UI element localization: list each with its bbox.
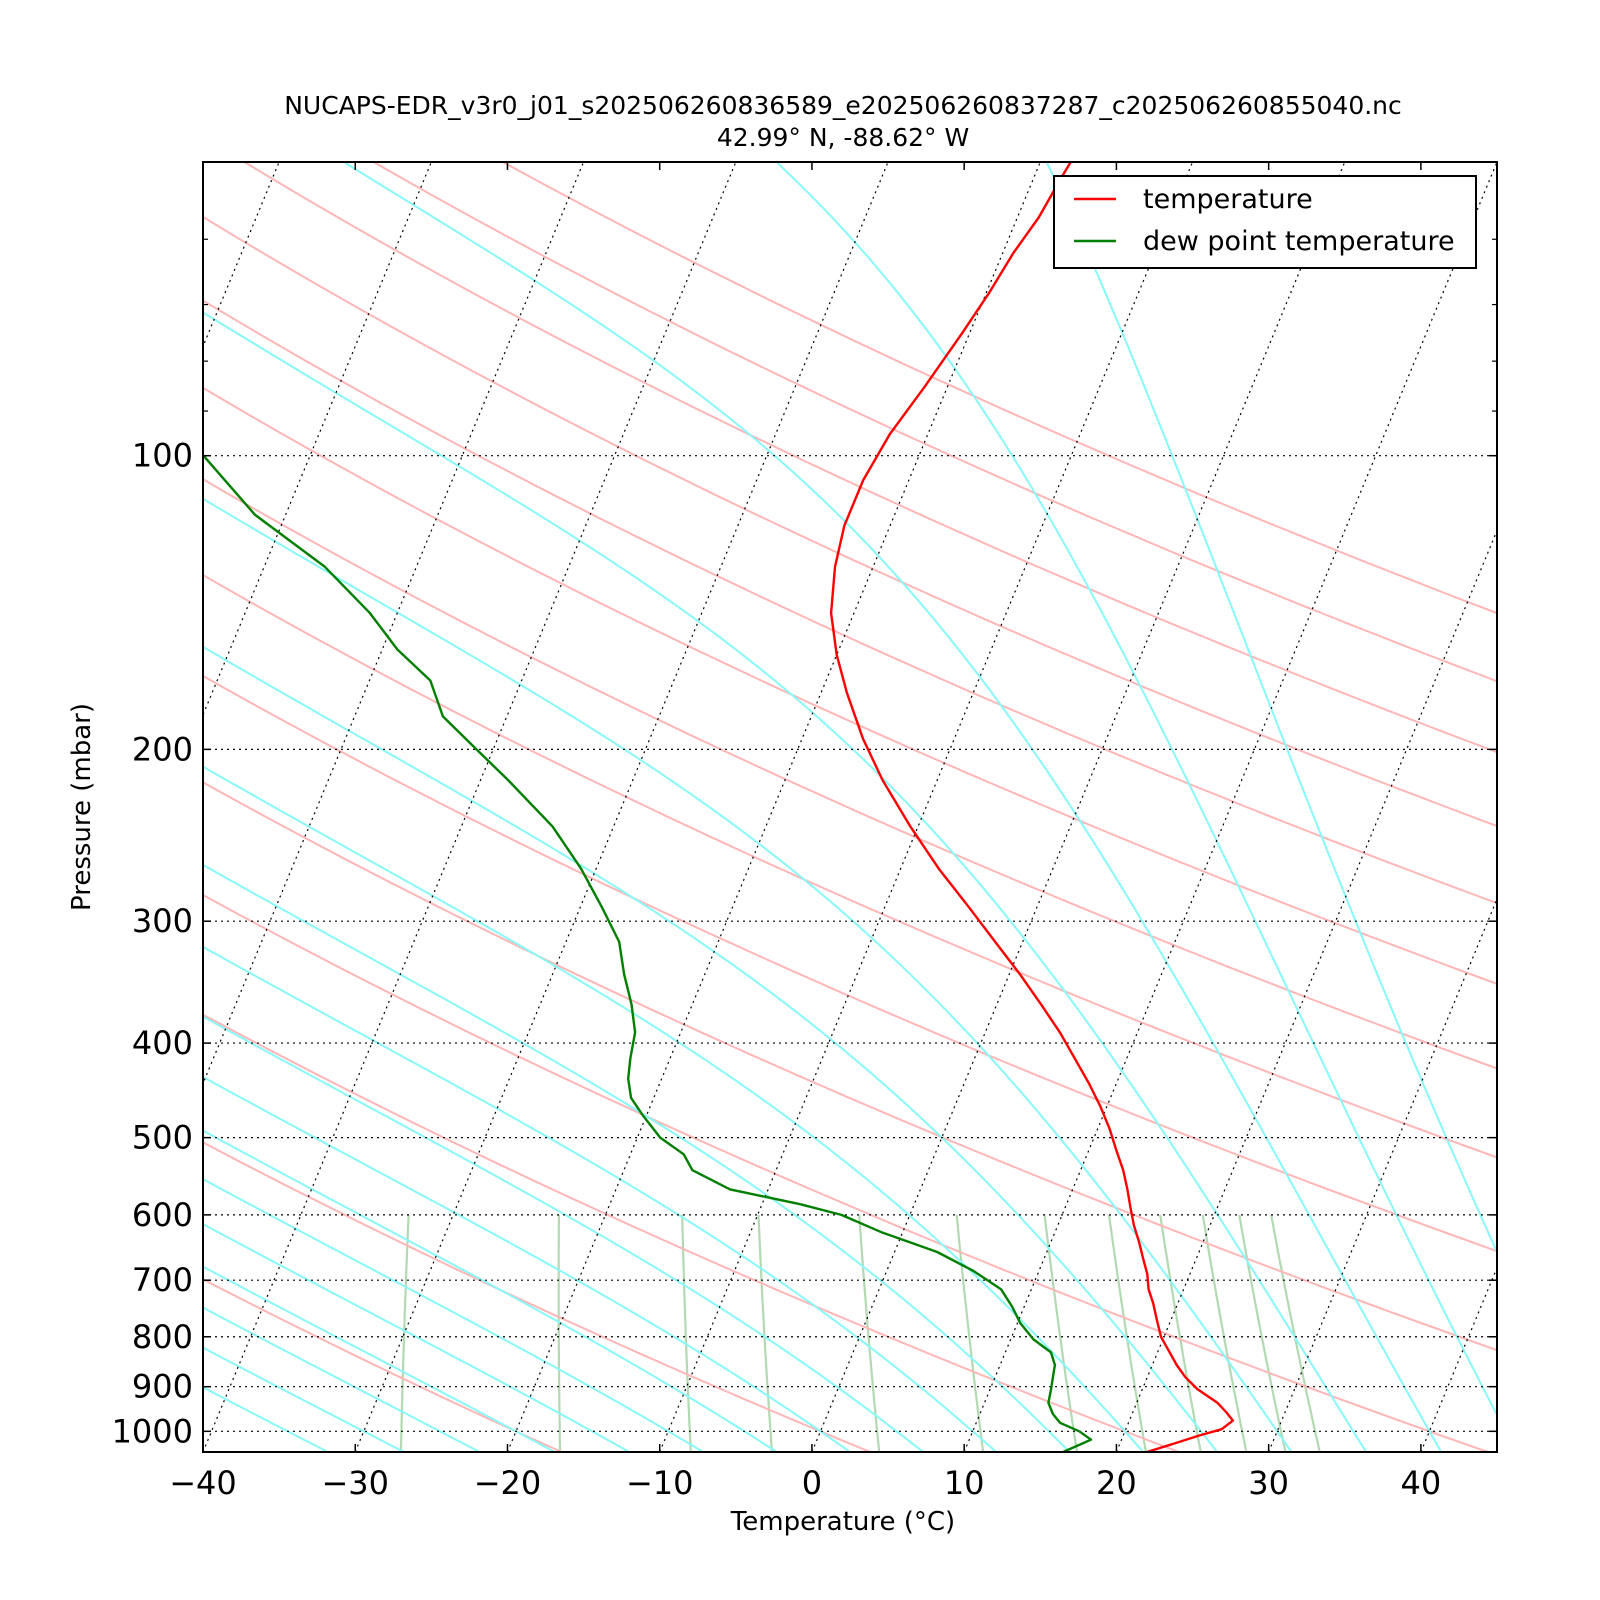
moist-adiabat-45 (775, 162, 1497, 1418)
moist-adiabat--5 (203, 1129, 778, 1452)
y-tick-label-200: 200 (132, 730, 193, 768)
moist-adiabat-5 (203, 1015, 924, 1452)
series-line-dewpoint (203, 453, 1093, 1452)
x-axis-label: Temperature (°C) (730, 1507, 955, 1537)
mixing-ratio-line-11 (1270, 1214, 1321, 1452)
dry-adiabat-240 (502, 162, 1497, 615)
x-tick-label-0: 0 (802, 1464, 822, 1502)
chart-title: NUCAPS-EDR_v3r0_j01_s202506260836589_e20… (284, 91, 1402, 120)
x-tick-label-10: 10 (944, 1464, 985, 1502)
y-axis-label: Pressure (mbar) (67, 703, 97, 911)
moist-adiabat-0 (203, 1075, 851, 1452)
mixing-ratio-line-4 (858, 1214, 881, 1452)
y-tick-label-1000: 1000 (112, 1412, 193, 1450)
dry-adiabat-200 (243, 162, 1497, 754)
mixing-ratio-line-1 (557, 1214, 562, 1452)
reference-lines (203, 162, 1497, 1452)
moist-adiabat--20 (203, 1265, 556, 1452)
dry-adiabat-60 (203, 781, 1497, 1352)
moist-adiabat-35 (203, 311, 1368, 1452)
dry-adiabat-80 (203, 674, 1497, 1253)
moist-adiabat--30 (203, 1346, 405, 1452)
moist-adiabat-50 (1045, 162, 1497, 1255)
dry-adiabat-0 (203, 1141, 871, 1452)
y-tick-label-700: 700 (132, 1261, 193, 1299)
x-tick-label--10: −10 (626, 1464, 694, 1502)
isotherm--80 (0, 162, 127, 1452)
mixing-ratio-line-7 (1107, 1214, 1148, 1452)
axis-ticks: −40 −30 −20 −10 0 10 20 30 40 100 200 300 400 500 600 7… (112, 161, 1497, 1502)
isotherm--40 (203, 162, 737, 1452)
isotherm--50 (203, 162, 585, 1086)
y-tick-label-900: 900 (132, 1368, 193, 1406)
moist-adiabat-10 (203, 945, 997, 1452)
isotherm--10 (659, 162, 1194, 1452)
mixing-ratio-line-6 (1043, 1214, 1079, 1452)
plot-frame (202, 161, 1498, 1453)
moist-adiabat--10 (203, 1177, 704, 1452)
data-series (203, 162, 1235, 1452)
dry-adiabat-140 (203, 386, 1497, 985)
mixing-ratio-line-3 (757, 1214, 773, 1452)
moist-adiabat-20 (203, 765, 1144, 1452)
mixing-ratio-line-8 (1159, 1214, 1202, 1452)
isotherm-10 (963, 162, 1497, 1452)
isotherm--20 (506, 162, 1041, 1452)
isotherm-50 (1573, 162, 1600, 1452)
y-tick-label-300: 300 (132, 902, 193, 940)
y-tick-label-400: 400 (132, 1024, 193, 1062)
x-tick-label--20: −20 (474, 1464, 542, 1502)
dry-adiabat-100 (203, 573, 1497, 1159)
isotherm--70 (203, 162, 280, 348)
x-tick-label-20: 20 (1096, 1464, 1137, 1502)
dry-adiabat-40 (203, 893, 1489, 1452)
y-tick-label-600: 600 (132, 1196, 193, 1234)
isotherm--60 (203, 162, 432, 717)
legend: temperature dew point temperature (1053, 175, 1477, 269)
dry-adiabat-160 (203, 299, 1497, 905)
y-tick-label-500: 500 (132, 1119, 193, 1157)
legend-label-temperature: temperature (1143, 184, 1313, 215)
isotherm-30 (1268, 897, 1497, 1452)
series-line-temperature (829, 162, 1235, 1452)
moist-adiabat-30 (203, 497, 1293, 1452)
legend-box (1053, 175, 1477, 269)
isotherm-0 (811, 162, 1346, 1452)
legend-label-dewpoint: dew point temperature (1143, 226, 1455, 257)
dry-adiabat-180 (203, 215, 1497, 828)
mixing-ratio-line-0 (399, 1214, 410, 1452)
mixing-ratio-line-5 (955, 1214, 985, 1452)
moist-adiabat--35 (203, 1386, 329, 1452)
x-tick-label-30: 30 (1248, 1464, 1289, 1502)
x-tick-label-40: 40 (1401, 1464, 1442, 1502)
moist-adiabat--15 (203, 1222, 630, 1452)
moist-adiabat-25 (203, 645, 1218, 1452)
moist-adiabat-40 (343, 162, 1443, 1452)
isotherm--30 (354, 162, 889, 1452)
dry-adiabat-220 (373, 162, 1497, 683)
dry-adiabat-120 (203, 478, 1497, 1070)
y-tick-label-800: 800 (132, 1318, 193, 1356)
mixing-ratio-line-10 (1238, 1214, 1287, 1452)
y-tick-label-100: 100 (132, 437, 193, 475)
mixing-ratio-line-2 (681, 1214, 692, 1452)
isotherm-20 (1115, 528, 1497, 1452)
moist-adiabat--25 (203, 1306, 481, 1452)
x-tick-label--40: −40 (169, 1464, 237, 1502)
x-tick-label--30: −30 (321, 1464, 389, 1502)
mixing-ratio-line-9 (1201, 1214, 1248, 1452)
dry-adiabat-20 (203, 1013, 1180, 1452)
grid-lines (0, 162, 1600, 1452)
moist-adiabat-15 (203, 863, 1071, 1452)
chart-subtitle: 42.99° N, -88.62° W (717, 123, 969, 152)
